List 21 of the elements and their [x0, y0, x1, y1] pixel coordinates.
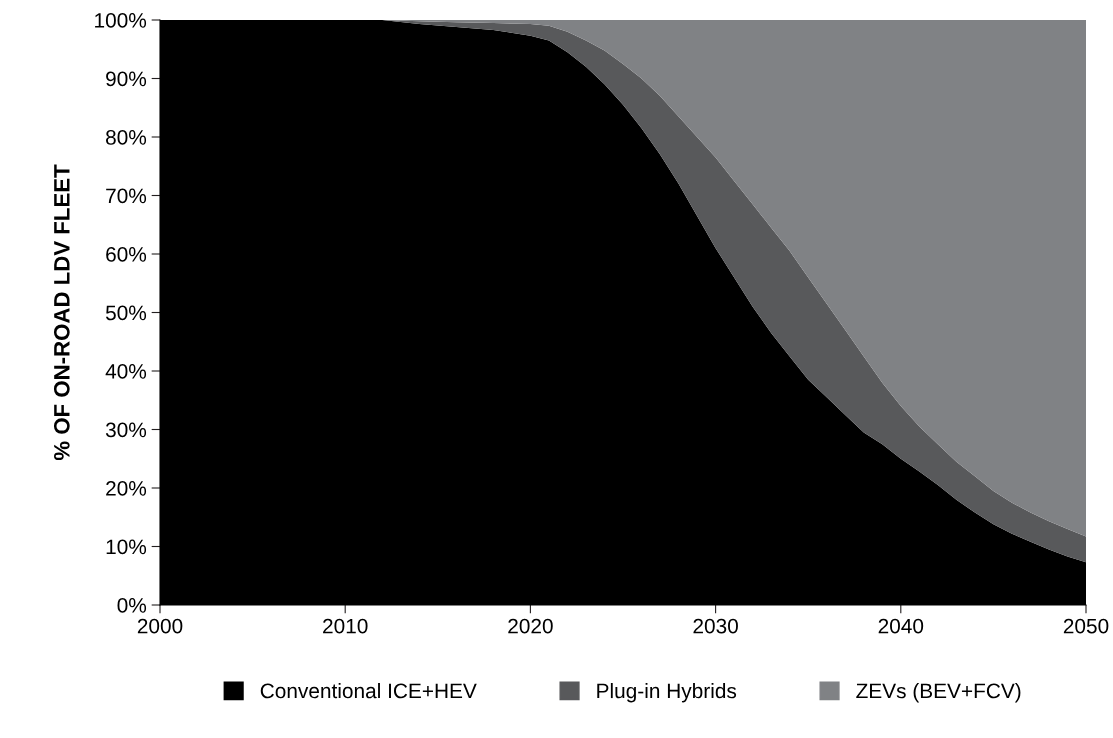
y-tick-label: 50% — [105, 305, 147, 321]
x-tick-label: 2010 — [323, 618, 368, 634]
y-tick-label: 100% — [95, 13, 147, 28]
y-tick-label: 20% — [106, 481, 147, 496]
x-tick-label: 2020 — [508, 618, 553, 634]
legend-label: ZEVs (BEV+FCV) — [856, 682, 1021, 703]
x-tick-label: 2050 — [1063, 618, 1109, 634]
y-tick-label: 0% — [117, 598, 147, 613]
y-tick-label: 70% — [106, 188, 147, 204]
legend-label: Conventional ICE+HEV — [260, 682, 477, 699]
y-tick-label: 60% — [106, 247, 147, 262]
y-tick-label: 90% — [106, 71, 147, 87]
x-tick-label: 2040 — [878, 618, 924, 634]
x-tick-label: 2030 — [693, 618, 738, 634]
legend-label: Plug-in Hybrids — [597, 682, 737, 703]
y-tick-label: 30% — [105, 422, 147, 438]
y-tick-label: 80% — [106, 130, 147, 145]
y-tick-label: 10% — [106, 539, 147, 555]
y-tick-label: 40% — [105, 364, 147, 379]
y-axis-title: % OF ON-ROAD LDV FLEET — [53, 164, 70, 461]
x-tick-label: 2000 — [137, 618, 183, 634]
